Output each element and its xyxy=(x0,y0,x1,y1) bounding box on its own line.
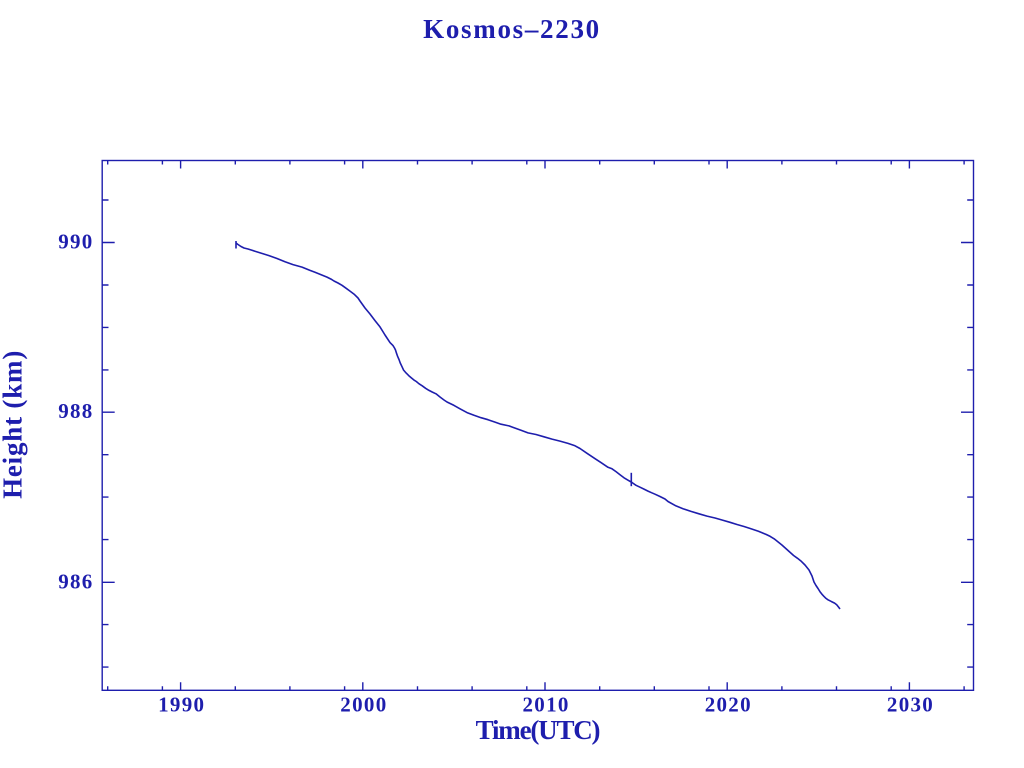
svg-text:Time(UTC): Time(UTC) xyxy=(476,715,600,745)
svg-text:1990: 1990 xyxy=(158,692,205,716)
svg-text:986: 986 xyxy=(58,569,93,593)
svg-text:2020: 2020 xyxy=(705,692,752,716)
svg-text:2030: 2030 xyxy=(887,692,934,716)
svg-text:990: 990 xyxy=(58,229,93,253)
svg-text:988: 988 xyxy=(58,399,93,423)
svg-text:2010: 2010 xyxy=(522,692,569,716)
svg-text:Height (km): Height (km) xyxy=(0,350,28,499)
svg-text:2000: 2000 xyxy=(340,692,387,716)
svg-text:Kosmos–2230: Kosmos–2230 xyxy=(423,14,601,44)
